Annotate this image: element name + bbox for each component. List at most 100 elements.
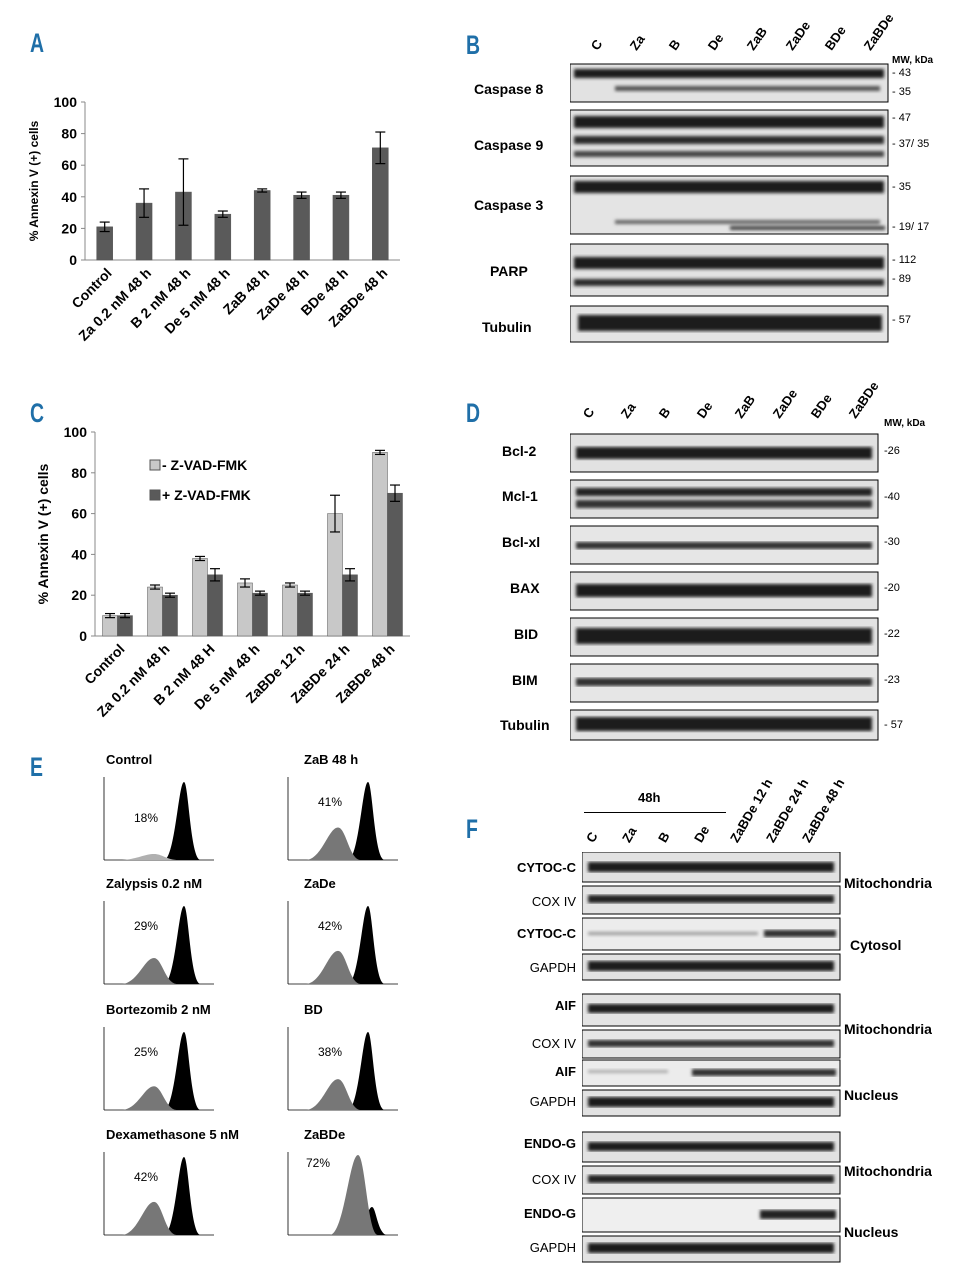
blot-f-images: [582, 852, 841, 1263]
apoptotic-cell-peak: [122, 1086, 177, 1110]
bar: [117, 615, 133, 637]
y-axis-label: % Annexin V (+) cells: [35, 463, 51, 604]
flow-histogram: 42%: [103, 1152, 214, 1236]
row-label: CYTOC-C: [517, 926, 576, 941]
y-tick-label: 0: [69, 252, 77, 268]
protein-label: Bcl-xl: [502, 534, 541, 550]
y-tick-label: 60: [71, 506, 87, 522]
row-label: COX IV: [531, 894, 576, 909]
lane-label: ZaB: [731, 392, 759, 421]
bar: [293, 194, 310, 261]
bar: [192, 558, 208, 637]
live-cell-peak: [164, 782, 201, 860]
flow-histogram: 25%: [103, 1027, 214, 1111]
fraction-label: Mitochondria: [844, 875, 932, 891]
flow-histogram: 72%: [287, 1152, 398, 1236]
histogram-title: Zalypsis 0.2 nM: [106, 876, 203, 891]
y-tick-label: 20: [71, 587, 87, 603]
protein-label: BIM: [512, 672, 538, 688]
lane-label: Za: [626, 31, 648, 53]
legend-label: - Z-VAD-FMK: [162, 457, 247, 473]
fraction-label: Mitochondria: [844, 1021, 932, 1037]
apoptotic-cell-peak: [122, 854, 177, 860]
percent-label: 38%: [318, 1045, 342, 1059]
bar: [282, 584, 298, 637]
mw-marker: -20: [884, 582, 900, 594]
mw-marker: - 47: [892, 112, 911, 124]
lane-label: C: [579, 404, 598, 421]
histogram-title: Dexamethasone 5 nM: [106, 1127, 239, 1142]
y-tick-label: 60: [61, 157, 77, 173]
mw-marker: - 19/ 17: [892, 221, 930, 233]
legend-label: + Z-VAD-FMK: [162, 487, 251, 503]
lane-label: ZaDe: [769, 386, 801, 421]
lane-label: BDe: [821, 23, 849, 53]
live-cell-peak: [164, 1032, 201, 1110]
panel-d-western-blot: C Za B De ZaB ZaDe BDe ZaBDe MW, kDa Bcl-2 Mcl-…: [470, 379, 962, 750]
bar: [207, 574, 223, 637]
bar: [237, 582, 253, 637]
panel-letter-c: C: [30, 398, 45, 428]
row-label: AIF: [555, 998, 576, 1013]
bar: [162, 594, 178, 637]
group-label-48h: 48h: [638, 790, 661, 805]
apoptotic-cell-peak: [306, 827, 361, 860]
percent-label: 41%: [318, 795, 342, 809]
row-label: GAPDH: [529, 1240, 576, 1255]
mw-marker: - 112: [892, 254, 917, 266]
y-tick-label: 100: [64, 424, 88, 440]
row-label: CYTOC-C: [517, 860, 576, 875]
legend-swatch: [149, 459, 161, 471]
live-cell-peak: [164, 906, 201, 984]
y-tick-label: 20: [61, 220, 77, 236]
bar: [372, 452, 388, 637]
blot-b-images: [570, 63, 889, 343]
histogram-title: ZaB 48 h: [304, 752, 359, 767]
histogram-title: ZaBDe: [304, 1127, 346, 1142]
histogram-title: Bortezomib 2 nM: [106, 1002, 211, 1017]
lane-label: B: [655, 829, 673, 845]
live-cell-peak: [348, 1032, 385, 1110]
lane-label: B: [655, 404, 674, 421]
protein-label: Tubulin: [500, 717, 550, 733]
bar: [332, 194, 350, 261]
percent-label: 42%: [134, 1170, 158, 1184]
apoptotic-cell-peak: [330, 1155, 378, 1235]
lane-label: ZaB: [743, 24, 771, 53]
lane-label: ZaDe: [782, 18, 814, 54]
row-label: COX IV: [531, 1172, 576, 1187]
fraction-label: Nucleus: [844, 1087, 899, 1103]
lane-label: Za: [617, 399, 639, 421]
row-label: AIF: [555, 1064, 576, 1079]
bar: [102, 615, 118, 637]
live-cell-peak: [348, 906, 385, 984]
y-tick-label: 80: [61, 126, 77, 142]
mw-marker: - 37/ 35: [892, 138, 930, 150]
bar: [372, 147, 389, 261]
bar: [147, 586, 163, 637]
mw-marker: - 57: [892, 314, 911, 326]
protein-label: Caspase 8: [474, 81, 544, 97]
histogram-title: Control: [106, 752, 153, 767]
flow-histogram: 29%: [103, 901, 214, 985]
panel-letter-e: E: [30, 752, 43, 782]
lane-label: C: [583, 829, 601, 845]
row-label: COX IV: [531, 1036, 576, 1051]
mw-marker: -26: [884, 445, 900, 457]
bar: [342, 574, 358, 637]
fraction-label: Nucleus: [844, 1224, 899, 1240]
flow-histogram: 42%: [287, 901, 398, 985]
mw-marker: - 43: [892, 67, 911, 79]
panel-letter-b: B: [466, 30, 481, 60]
protein-label: Bcl-2: [502, 443, 537, 459]
percent-label: 18%: [134, 811, 158, 825]
y-tick-label: 0: [79, 628, 87, 644]
fraction-label: Cytosol: [850, 937, 902, 953]
percent-label: 42%: [318, 919, 342, 933]
lane-label: De: [704, 30, 727, 53]
bar: [214, 213, 232, 261]
protein-label: Caspase 9: [474, 137, 544, 153]
y-tick-label: 40: [61, 189, 77, 205]
